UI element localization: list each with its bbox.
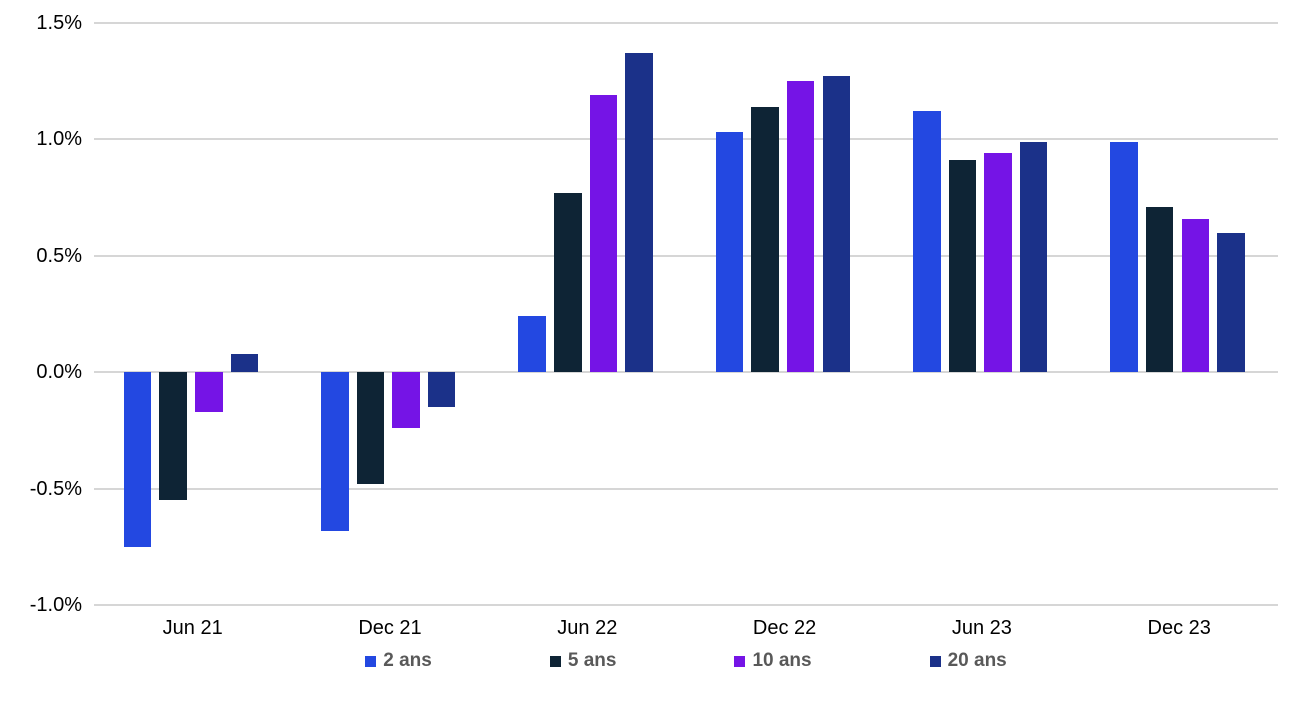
x-axis-label-dec-23: Dec 23 — [1147, 617, 1211, 639]
y-axis-label-1-0-: 1.0% — [36, 128, 82, 151]
bar-2-ans-jun-22 — [518, 316, 546, 373]
gridline-1-5- — [94, 21, 1278, 24]
bar-20-ans-jun-23 — [1019, 141, 1048, 373]
bar-2-ans-dec-22 — [715, 132, 744, 373]
bar-10-ans-dec-21 — [392, 372, 420, 429]
bar-20-ans-dec-23 — [1217, 232, 1245, 373]
gridline-0-5- — [94, 254, 1278, 257]
bar-5-ans-dec-23 — [1145, 206, 1174, 373]
bar-20-ans-dec-21 — [427, 372, 456, 408]
bar-5-ans-jun-23 — [948, 160, 977, 373]
y-axis-label-1-5-: 1.5% — [36, 11, 82, 34]
x-axis-label-jun-22: Jun 22 — [557, 617, 618, 639]
bar-10-ans-dec-23 — [1181, 218, 1209, 373]
bar-2-ans-jun-21 — [123, 372, 152, 548]
bar-10-ans-jun-22 — [589, 95, 618, 373]
y-axis-label-0-0-: 0.0% — [36, 361, 82, 384]
bar-5-ans-jun-21 — [159, 372, 187, 501]
legend-label-2-ans: 2 ans — [383, 650, 432, 671]
legend-label-5-ans: 5 ans — [567, 650, 617, 671]
legend-item-5-ans: 5 ans — [549, 650, 617, 672]
bar-2-ans-jun-23 — [913, 111, 941, 373]
legend-marker-icon — [365, 655, 377, 667]
bar-20-ans-jun-21 — [230, 353, 259, 373]
bar-2-ans-dec-21 — [321, 372, 349, 531]
bar-5-ans-jun-22 — [554, 192, 582, 373]
gridline--1-0- — [94, 604, 1278, 607]
gridline--0-5- — [94, 487, 1278, 490]
x-axis-label-dec-21: Dec 21 — [358, 617, 422, 639]
bar-20-ans-jun-22 — [625, 53, 653, 373]
legend-marker-icon — [734, 655, 746, 667]
x-axis-label-jun-21: Jun 21 — [162, 617, 223, 639]
bar-5-ans-dec-22 — [751, 106, 779, 373]
legend-label-20-ans: 20 ans — [947, 650, 1007, 671]
legend-item-10-ans: 10 ans — [734, 650, 812, 672]
bar-5-ans-dec-21 — [356, 372, 385, 485]
legend-item-2-ans: 2 ans — [365, 650, 432, 672]
x-axis-label-jun-23: Jun 23 — [951, 617, 1012, 639]
legend-marker-icon — [549, 655, 561, 667]
x-axis-label-dec-22: Dec 22 — [752, 617, 817, 639]
gridline-0-0- — [94, 371, 1278, 374]
y-axis-label-0-5-: 0.5% — [36, 244, 82, 267]
legend-item-20-ans: 20 ans — [929, 650, 1007, 672]
legend-label-10-ans: 10 ans — [752, 650, 812, 671]
y-axis-label--1-0-: -1.0% — [29, 594, 82, 617]
bar-20-ans-dec-22 — [822, 76, 850, 373]
chart-legend: 2 ans 5 ans 10 ans 20 ans — [94, 650, 1278, 672]
legend-marker-icon — [929, 655, 941, 667]
y-axis-label--0-5-: -0.5% — [29, 477, 82, 500]
bar-10-ans-jun-21 — [195, 372, 223, 412]
bar-10-ans-jun-23 — [984, 153, 1012, 373]
bar-2-ans-dec-23 — [1110, 141, 1138, 373]
gridline-1-0- — [94, 138, 1278, 141]
bar-10-ans-dec-22 — [786, 81, 815, 373]
